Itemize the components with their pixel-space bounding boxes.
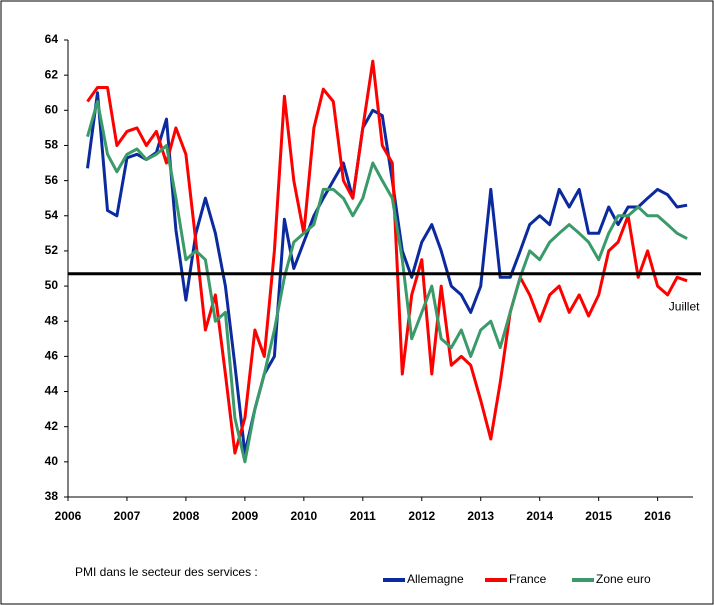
series-line: [86, 91, 688, 455]
y-tick-label: 60: [45, 102, 59, 116]
y-tick-label: 54: [45, 208, 59, 222]
x-tick-label: 2016: [644, 509, 671, 523]
y-tick-label: 64: [45, 32, 59, 46]
y-tick-label: 52: [45, 243, 59, 257]
y-tick-label: 48: [45, 313, 59, 327]
y-tick-label: 40: [45, 454, 59, 468]
x-tick-label: 2014: [526, 509, 553, 523]
legend-title: PMI dans le secteur des services :: [75, 565, 258, 579]
y-tick-label: 62: [45, 67, 59, 81]
x-tick-label: 2011: [350, 509, 376, 523]
y-tick-label: 38: [45, 489, 59, 503]
x-tick-label: 2008: [173, 509, 200, 523]
legend-label: Zone euro: [596, 572, 651, 586]
x-tick-label: 2006: [55, 509, 82, 523]
legend-label: Allemagne: [407, 572, 464, 586]
series-line: [86, 59, 688, 455]
series-line: [86, 100, 688, 464]
y-tick-label: 42: [45, 419, 59, 433]
y-tick-label: 44: [45, 384, 59, 398]
x-tick-label: 2015: [585, 509, 612, 523]
x-tick-label: 2010: [290, 509, 317, 523]
x-tick-label: 2013: [467, 509, 494, 523]
y-tick-label: 56: [45, 173, 59, 187]
y-tick-label: 46: [45, 349, 59, 363]
y-tick-label: 50: [45, 278, 59, 292]
y-tick-label: 58: [45, 138, 59, 152]
x-tick-label: 2007: [114, 509, 141, 523]
legend-label: France: [509, 572, 547, 586]
annotation: Juillet: [669, 299, 700, 313]
x-tick-label: 2012: [408, 509, 435, 523]
x-tick-label: 2009: [232, 509, 259, 523]
